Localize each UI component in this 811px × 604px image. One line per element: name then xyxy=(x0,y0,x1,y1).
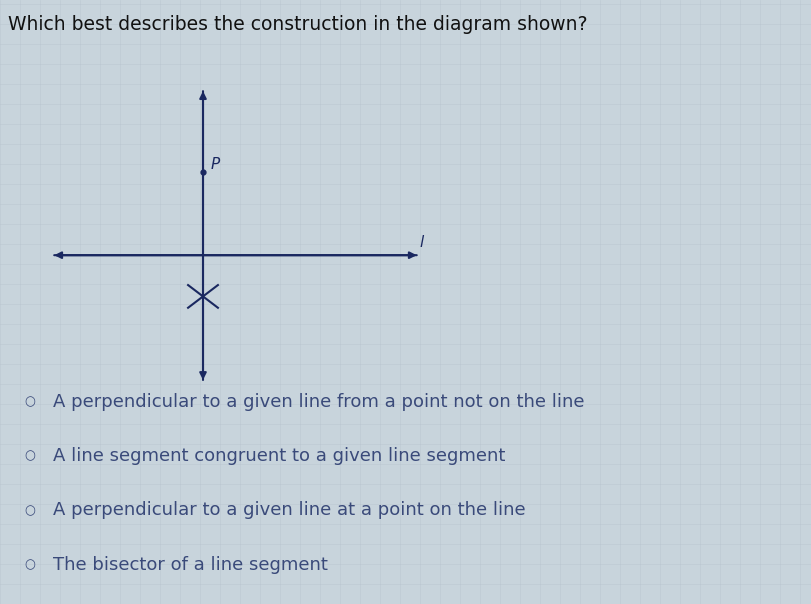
Text: Which best describes the construction in the diagram shown?: Which best describes the construction in… xyxy=(8,15,587,34)
Text: l: l xyxy=(419,236,423,250)
Text: P: P xyxy=(210,157,220,172)
Text: A perpendicular to a given line at a point on the line: A perpendicular to a given line at a poi… xyxy=(53,501,525,519)
Text: ○: ○ xyxy=(24,504,35,517)
Text: ○: ○ xyxy=(24,395,35,408)
Text: ○: ○ xyxy=(24,449,35,463)
Text: The bisector of a line segment: The bisector of a line segment xyxy=(53,556,328,574)
Text: ○: ○ xyxy=(24,558,35,571)
Text: A perpendicular to a given line from a point not on the line: A perpendicular to a given line from a p… xyxy=(53,393,584,411)
Text: A line segment congruent to a given line segment: A line segment congruent to a given line… xyxy=(53,447,504,465)
